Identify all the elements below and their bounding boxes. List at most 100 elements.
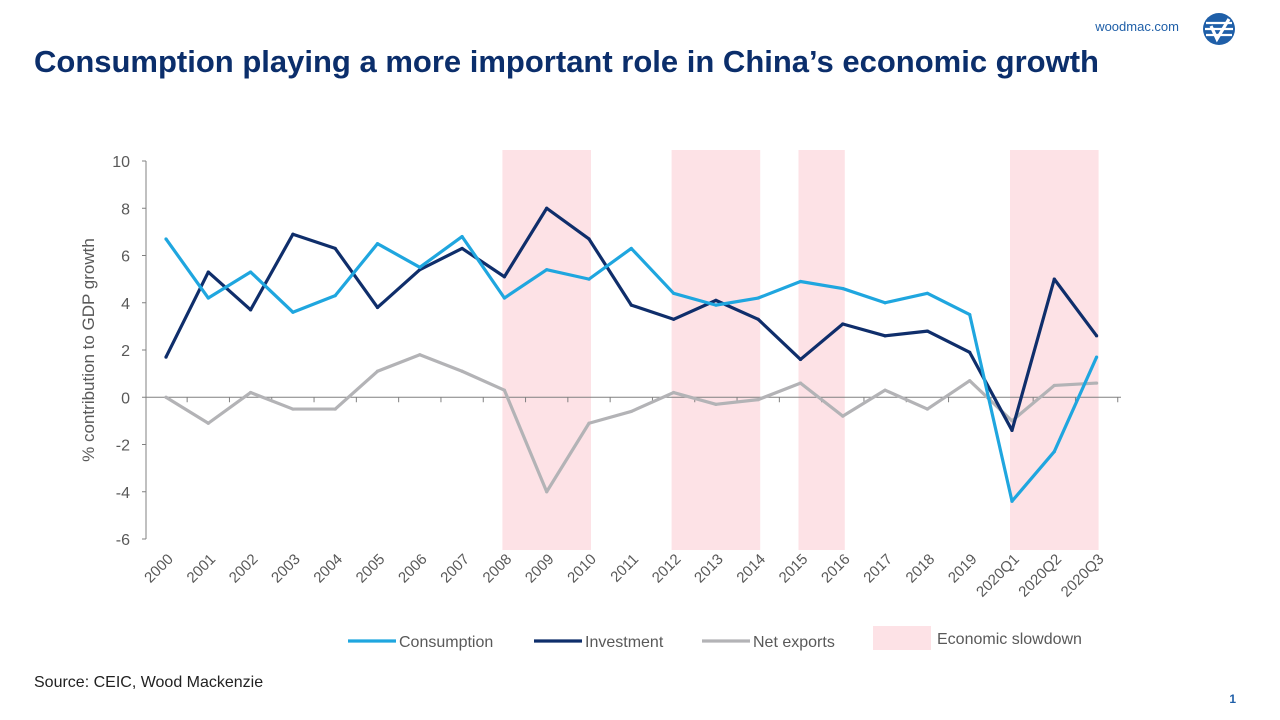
- data-point: [968, 379, 972, 383]
- y-tick-label: 6: [121, 249, 130, 266]
- y-tick-label: 2: [121, 343, 130, 360]
- data-point: [502, 388, 506, 392]
- x-tick-label: 2009: [522, 551, 558, 587]
- x-tick-label: 2003: [268, 551, 304, 587]
- x-tick-label: 2020Q1: [973, 551, 1023, 601]
- y-axis-title: % contribution to GDP growth: [79, 238, 98, 462]
- data-point: [333, 294, 337, 298]
- data-point: [925, 329, 930, 333]
- x-tick-label: 2004: [310, 551, 346, 587]
- x-tick-label: 2002: [226, 551, 262, 587]
- y-tick-label: -4: [116, 485, 130, 502]
- data-point: [1095, 355, 1099, 359]
- chart-series: [164, 206, 1099, 503]
- data-point: [629, 303, 633, 307]
- data-point: [249, 308, 253, 312]
- data-point: [545, 490, 549, 494]
- x-tick-label: 2001: [184, 551, 220, 587]
- data-point: [587, 421, 591, 425]
- data-point: [756, 317, 760, 321]
- x-tick-label: 2018: [903, 551, 939, 587]
- data-point: [418, 265, 422, 269]
- data-point: [1052, 277, 1056, 281]
- y-tick-label: 10: [112, 154, 130, 171]
- data-point: [1010, 499, 1014, 503]
- data-point: [587, 237, 591, 241]
- data-point: [883, 334, 887, 338]
- y-tick-label: 8: [121, 201, 130, 218]
- data-point: [206, 421, 210, 425]
- brand-link[interactable]: woodmac.com: [1095, 19, 1179, 34]
- data-point: [164, 395, 168, 399]
- slowdown-band: [671, 150, 761, 550]
- x-tick-label: 2005: [353, 551, 389, 587]
- legend-swatch: [873, 626, 931, 650]
- x-tick-label: 2020Q2: [1015, 551, 1065, 601]
- data-point: [883, 388, 887, 392]
- data-point: [291, 407, 295, 411]
- legend-label: Investment: [585, 634, 664, 651]
- x-tick-label: 2013: [691, 551, 727, 587]
- data-point: [925, 407, 930, 411]
- data-point: [672, 291, 676, 295]
- data-point: [968, 350, 972, 354]
- data-point: [164, 355, 168, 359]
- legend-label: Net exports: [753, 634, 835, 651]
- x-tick-label: 2016: [818, 551, 854, 587]
- data-point: [460, 235, 464, 239]
- page-number: 1: [1229, 692, 1236, 706]
- slowdown-bands: [502, 150, 1099, 550]
- series-line-consumption: [164, 235, 1099, 503]
- data-point: [629, 409, 633, 414]
- source-note: Source: CEIC, Wood Mackenzie: [34, 674, 264, 691]
- x-tick-label: 2008: [480, 551, 516, 587]
- data-point: [798, 279, 803, 284]
- data-point: [925, 291, 930, 295]
- x-tick-label: 2007: [437, 551, 473, 587]
- data-point: [502, 296, 506, 300]
- x-tick-label: 2017: [860, 551, 896, 587]
- x-tick-label: 2010: [564, 551, 600, 587]
- data-point: [291, 232, 295, 236]
- y-tick-label: -6: [116, 532, 130, 549]
- data-point: [333, 246, 337, 251]
- data-point: [418, 353, 422, 357]
- x-tick-label: 2015: [776, 551, 812, 587]
- data-point: [841, 286, 845, 291]
- data-point: [714, 402, 718, 406]
- x-tick-label: 2019: [945, 551, 981, 587]
- data-point: [545, 206, 549, 210]
- data-point: [249, 390, 253, 395]
- data-point: [545, 268, 549, 272]
- data-point: [629, 246, 633, 251]
- data-point: [164, 237, 168, 241]
- data-point: [968, 312, 972, 317]
- data-point: [1095, 381, 1099, 385]
- data-point: [798, 357, 803, 362]
- x-tick-label: 2006: [395, 551, 431, 587]
- slowdown-band: [502, 150, 591, 550]
- x-tick-label: 2011: [607, 551, 642, 586]
- data-point: [714, 298, 718, 302]
- x-tick-label: 2014: [733, 551, 769, 587]
- data-point: [883, 301, 887, 305]
- data-point: [1095, 334, 1099, 338]
- y-tick-label: 0: [121, 390, 130, 407]
- data-point: [798, 381, 803, 385]
- data-point: [841, 322, 845, 326]
- data-point: [375, 369, 380, 373]
- data-point: [460, 246, 464, 251]
- data-point: [375, 242, 380, 246]
- y-tick-label: -2: [116, 438, 130, 455]
- data-point: [714, 303, 718, 307]
- data-point: [206, 270, 210, 274]
- legend-label: Economic slowdown: [937, 631, 1082, 648]
- data-point: [672, 390, 676, 395]
- data-point: [587, 277, 591, 281]
- data-point: [1010, 428, 1014, 432]
- data-point: [418, 268, 422, 272]
- x-tick-label: 2012: [649, 551, 685, 587]
- data-point: [756, 398, 760, 402]
- data-point: [1052, 383, 1056, 388]
